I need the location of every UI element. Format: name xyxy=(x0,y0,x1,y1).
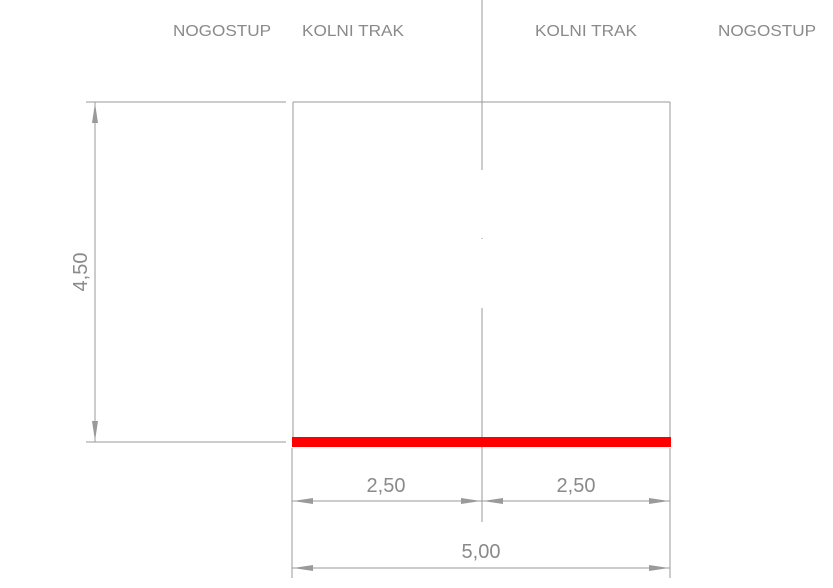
label-right-lane: KOLNI TRAK xyxy=(535,23,637,40)
arrow-left-icon xyxy=(483,498,503,504)
width-extension-lines xyxy=(291,448,671,578)
height-dimension: 4,50 xyxy=(70,101,286,443)
arrow-right-icon xyxy=(649,498,669,504)
arrow-right-icon xyxy=(461,498,481,504)
label-left-lane: KOLNI TRAK xyxy=(302,23,404,40)
total-width-dimension: 5,00 xyxy=(292,541,670,571)
label-left-sidewalk: NOGOSTUP xyxy=(173,23,271,40)
height-dimension-value: 4,50 xyxy=(70,253,92,292)
clearance-profile-box xyxy=(292,101,671,442)
right-lane-width-value: 2,50 xyxy=(557,475,596,497)
left-lane-width-value: 2,50 xyxy=(367,475,406,497)
arrow-up-icon xyxy=(92,103,98,123)
label-right-sidewalk: NOGOSTUP xyxy=(718,23,816,40)
arrow-right-icon xyxy=(649,565,669,571)
road-surface xyxy=(292,437,671,447)
lane-width-dimension: 2,50 2,50 xyxy=(292,475,670,504)
total-width-value: 5,00 xyxy=(462,541,501,563)
arrow-down-icon xyxy=(92,421,98,441)
arrow-left-icon xyxy=(293,498,313,504)
arrow-left-icon xyxy=(293,565,313,571)
